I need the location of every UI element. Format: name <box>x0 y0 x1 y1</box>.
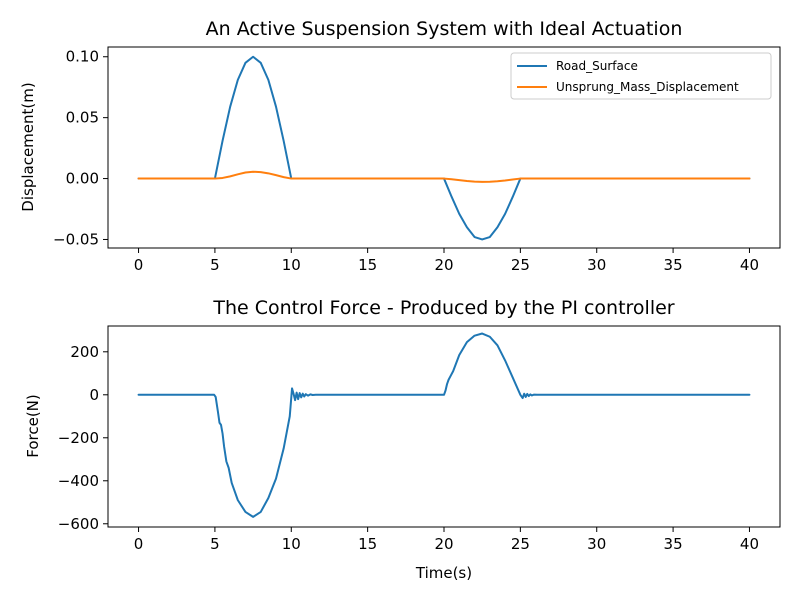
x-tick-label: 20 <box>434 535 453 553</box>
x-tick-label: 40 <box>740 535 759 553</box>
y-tick-label: −200 <box>58 429 99 447</box>
chart-displacement: An Active Suspension System with Ideal A… <box>19 18 781 274</box>
x-tick-label: 20 <box>434 256 453 274</box>
x-tick-label: 30 <box>587 535 606 553</box>
y-tick-label: 0.05 <box>66 109 99 127</box>
plot-area: 0 5 10 15 20 25 30 35 40 −0.05 0.00 0.05 0.10 <box>53 46 781 274</box>
x-tick-label: 30 <box>587 256 606 274</box>
chart-control-force: The Control Force - Produced by the PI c… <box>24 297 781 582</box>
y-tick-label: 0.10 <box>66 48 99 66</box>
x-tick-label: 5 <box>210 256 220 274</box>
x-tick-label: 15 <box>358 256 377 274</box>
x-tick-label: 10 <box>282 256 301 274</box>
x-tick-label: 10 <box>282 535 301 553</box>
x-tick-label: 35 <box>664 535 683 553</box>
y-tick-label: −400 <box>58 472 99 490</box>
x-axis-label: Time(s) <box>415 564 472 582</box>
legend-box <box>510 52 772 100</box>
x-tick-label: 0 <box>134 535 144 553</box>
chart-title: The Control Force - Produced by the PI c… <box>212 297 674 319</box>
chart-title: An Active Suspension System with Ideal A… <box>206 18 683 40</box>
plot-frame <box>107 325 781 528</box>
series-line-control-force <box>137 332 751 518</box>
plot-area: 0 5 10 15 20 25 30 35 40 −600 −400 −200 0 200 <box>58 325 781 553</box>
y-tick-label: 200 <box>70 343 99 361</box>
y-axis-label: Force(N) <box>24 394 42 458</box>
x-tick-label: 25 <box>511 535 530 553</box>
series-line-unsprung-mass-displacement <box>137 170 751 183</box>
legend: Road_Surface Unsprung_Mass_Displacement <box>510 52 772 100</box>
y-axis-label: Displacement(m) <box>19 82 37 211</box>
legend-label-unsprung-mass: Unsprung_Mass_Displacement <box>556 80 739 94</box>
y-tick-label: −0.05 <box>53 230 99 248</box>
legend-label-road-surface: Road_Surface <box>556 59 638 73</box>
y-tick-label: −600 <box>58 515 99 533</box>
x-tick-label: 25 <box>511 256 530 274</box>
y-tick-label: 0 <box>89 386 99 404</box>
x-tick-label: 40 <box>740 256 759 274</box>
y-tick-label: 0.00 <box>66 170 99 188</box>
x-tick-label: 5 <box>210 535 220 553</box>
x-tick-label: 0 <box>134 256 144 274</box>
x-tick-label: 15 <box>358 535 377 553</box>
x-tick-label: 35 <box>664 256 683 274</box>
